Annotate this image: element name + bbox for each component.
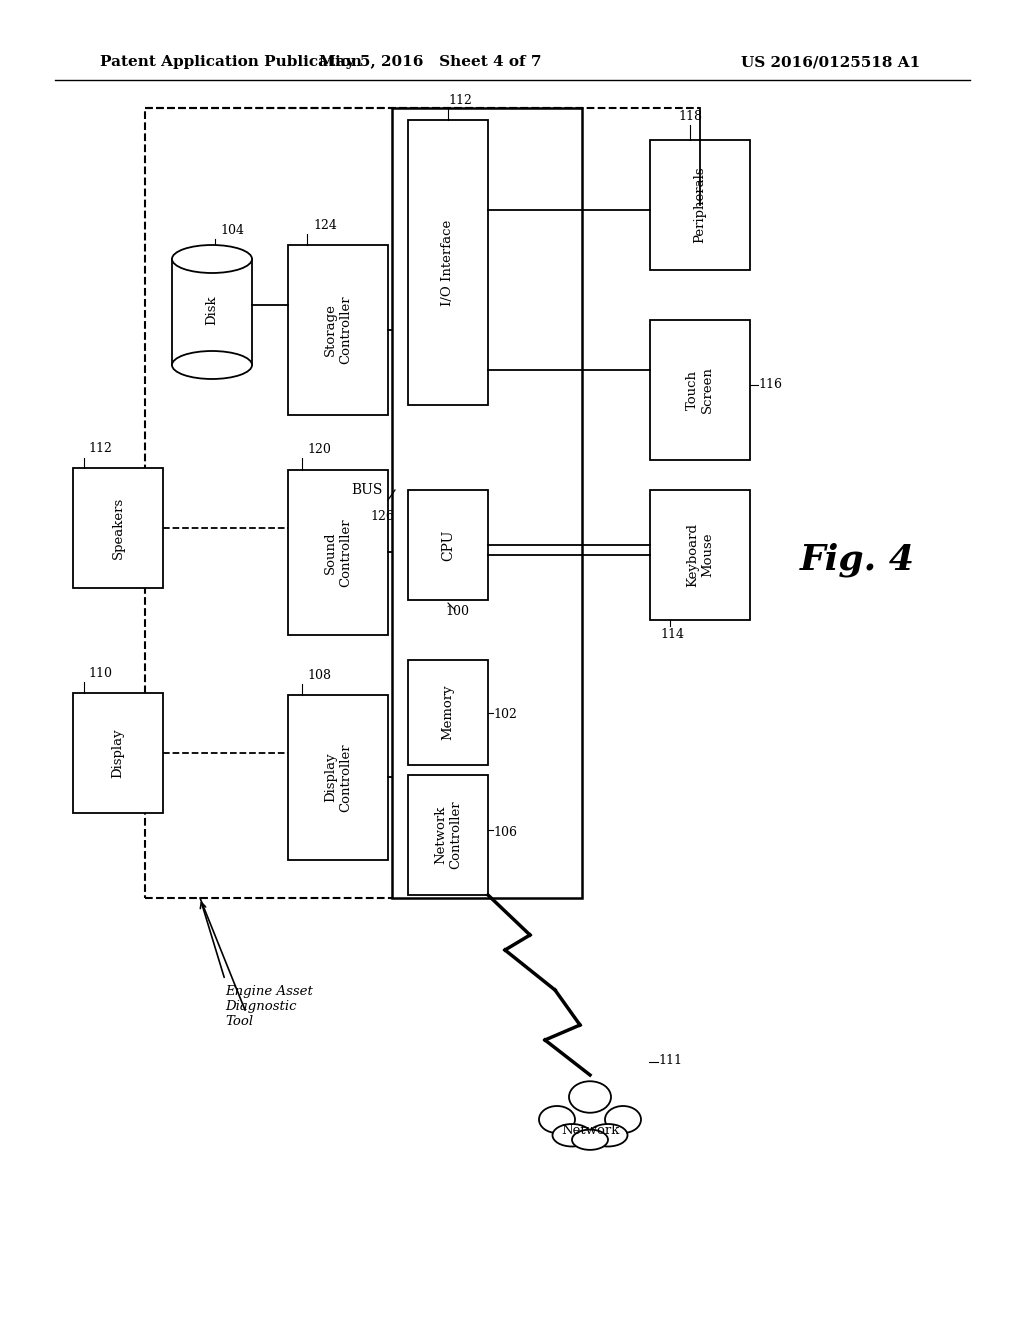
Text: Fig. 4: Fig. 4: [800, 543, 915, 577]
Bar: [73, 469, 163, 587]
Text: US 2016/0125518 A1: US 2016/0125518 A1: [740, 55, 920, 69]
Text: Keyboard
Mouse: Keyboard Mouse: [686, 523, 714, 587]
Text: 126: 126: [370, 510, 394, 523]
Bar: [408, 120, 488, 405]
Text: Touch
Screen: Touch Screen: [686, 367, 714, 413]
Bar: [172, 259, 252, 366]
Text: Sound
Controller: Sound Controller: [324, 519, 352, 587]
Text: Disk: Disk: [206, 296, 218, 325]
Ellipse shape: [172, 351, 252, 379]
Text: 102: 102: [493, 709, 517, 722]
Text: 104: 104: [220, 224, 244, 238]
Text: 110: 110: [88, 667, 112, 680]
Text: Network
Controller: Network Controller: [434, 801, 462, 870]
Text: Engine Asset
Diagnostic
Tool: Engine Asset Diagnostic Tool: [225, 985, 313, 1028]
Bar: [392, 108, 582, 898]
Ellipse shape: [589, 1125, 628, 1147]
Bar: [288, 470, 388, 635]
Text: Network: Network: [561, 1125, 620, 1138]
Text: 111: 111: [658, 1053, 682, 1067]
Ellipse shape: [569, 1081, 611, 1113]
Ellipse shape: [572, 1130, 608, 1150]
Bar: [288, 696, 388, 861]
Bar: [408, 775, 488, 895]
Bar: [288, 246, 388, 414]
Bar: [650, 319, 750, 459]
Text: I/O Interface: I/O Interface: [441, 219, 455, 306]
Ellipse shape: [605, 1106, 641, 1133]
Text: Display: Display: [112, 729, 125, 777]
Text: 114: 114: [660, 628, 684, 642]
Ellipse shape: [553, 1125, 592, 1147]
Text: Memory: Memory: [441, 685, 455, 741]
Text: May 5, 2016   Sheet 4 of 7: May 5, 2016 Sheet 4 of 7: [318, 55, 542, 69]
Ellipse shape: [172, 246, 252, 273]
Text: Display
Controller: Display Controller: [324, 743, 352, 812]
Bar: [408, 490, 488, 601]
Bar: [73, 693, 163, 813]
Text: 108: 108: [307, 669, 331, 682]
Text: 112: 112: [449, 94, 472, 107]
Bar: [650, 490, 750, 620]
Text: Speakers: Speakers: [112, 496, 125, 560]
Bar: [145, 108, 582, 898]
Text: 118: 118: [678, 110, 702, 123]
Text: 100: 100: [445, 605, 469, 618]
Text: 116: 116: [758, 379, 782, 392]
Bar: [408, 660, 488, 766]
Bar: [650, 140, 750, 271]
Text: 124: 124: [313, 219, 337, 232]
Text: 112: 112: [88, 442, 112, 455]
Text: BUS: BUS: [351, 483, 383, 498]
Text: 120: 120: [307, 444, 331, 455]
Text: Patent Application Publication: Patent Application Publication: [100, 55, 362, 69]
Text: 106: 106: [493, 825, 517, 838]
Ellipse shape: [539, 1106, 575, 1133]
Text: CPU: CPU: [441, 529, 455, 561]
Text: Storage
Controller: Storage Controller: [324, 296, 352, 364]
Text: Peripherals: Peripherals: [693, 166, 707, 243]
